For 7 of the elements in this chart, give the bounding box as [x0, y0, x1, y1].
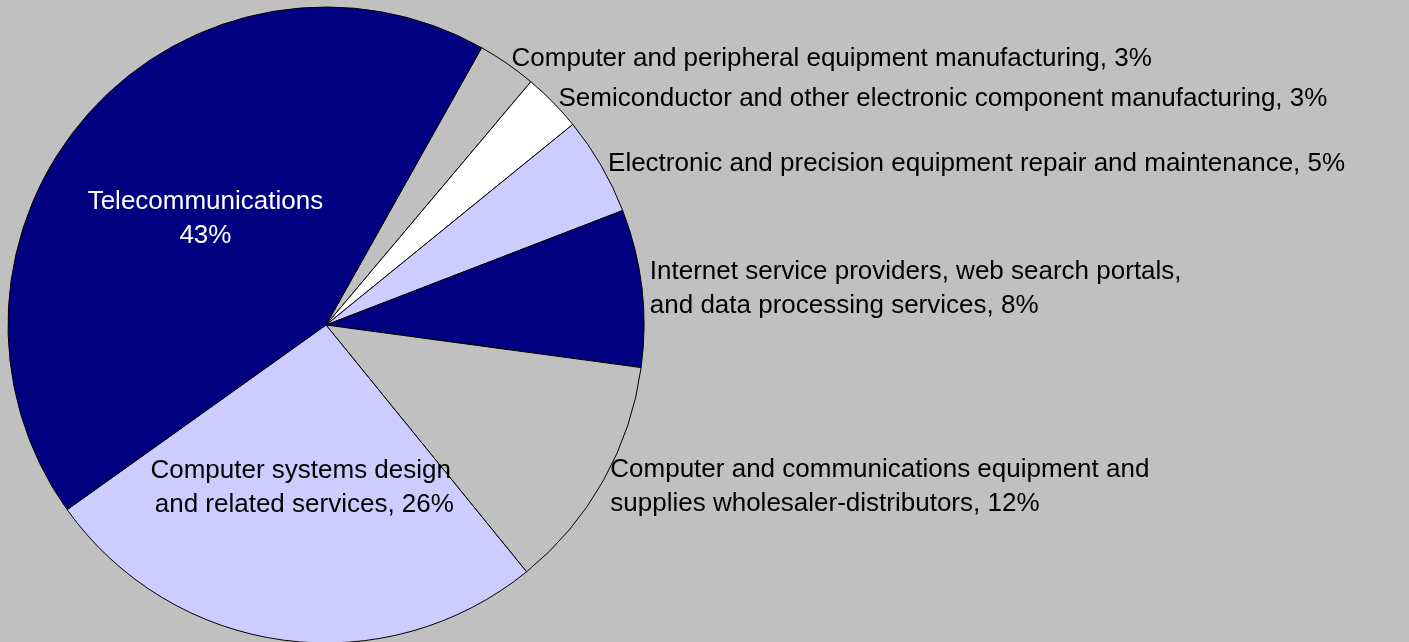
- data-label: 43%: [179, 218, 232, 249]
- slice-label: Telecommunications: [87, 184, 324, 215]
- slice-label: Computer and peripheral equipment manufacturing, 3%: [511, 41, 1152, 72]
- slice-label: Semiconductor and other electronic component manufacturing, 3%: [558, 81, 1328, 112]
- slice-label: Electronic and precision equipment repair and maintenance, 5%: [608, 146, 1346, 177]
- slice-label: Computer and communications equipment and supplies wholesaler-distributors, 12%: [610, 452, 1157, 517]
- slice-label: Internet service providers, web search portals, and data processing services, 8%: [649, 254, 1189, 319]
